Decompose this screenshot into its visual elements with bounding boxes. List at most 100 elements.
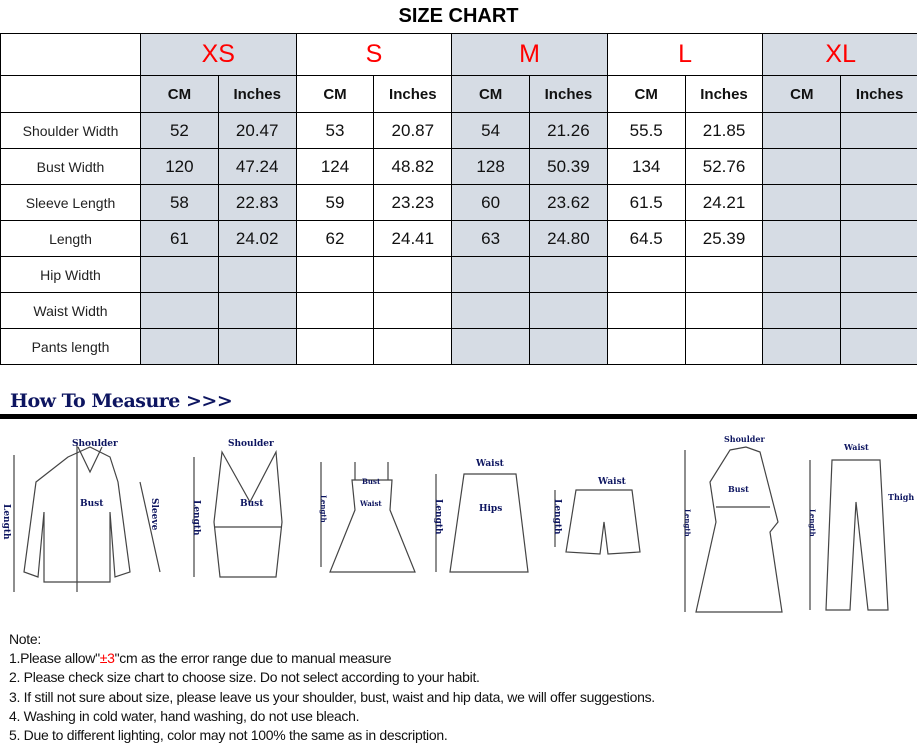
value-cell: 20.87 (373, 112, 453, 149)
value-cell (840, 256, 917, 293)
value-cell: 21.26 (529, 112, 608, 149)
size-header-m: M (451, 33, 608, 76)
value-cell (295, 328, 375, 365)
value-cell (684, 292, 764, 329)
notes: Note: 1.Please allow"±3"cm as the error … (9, 630, 655, 745)
note-5: 5. Due to different lighting, color may … (9, 727, 448, 744)
unit-inches: Inches (840, 75, 917, 113)
table-row: Bust Width 120 47.24 124 48.82 128 50.39 134 52.… (0, 148, 917, 185)
label-sleeve: Sleeve (149, 498, 159, 531)
value-cell (373, 292, 453, 329)
label-waist: Waist (359, 499, 382, 508)
value-cell (762, 112, 842, 149)
value-cell (140, 328, 219, 365)
value-cell (762, 148, 842, 185)
size-header-xs: XS (140, 33, 297, 76)
value-cell: 55.5 (606, 112, 686, 149)
value-cell (529, 328, 608, 365)
size-header-xl: XL (762, 33, 917, 76)
label-bust: Bust (728, 484, 749, 494)
label-shoulder: Shoulder (72, 439, 118, 449)
table-row: Shoulder Width 52 20.47 53 20.87 54 21.26 55.5 2… (0, 112, 917, 149)
label-bust: Bust (240, 499, 264, 509)
measurement-illustrations: Shoulder Bust Length Sleeve Shoulder Bus… (1, 434, 914, 613)
tank-illustration (193, 449, 283, 578)
value-cell (217, 256, 297, 293)
value-cell (451, 328, 530, 365)
skirt-illustration (435, 473, 529, 573)
row-label: Pants length (0, 328, 141, 365)
blouse-illustration (13, 442, 161, 592)
value-cell: 61 (140, 220, 219, 257)
note-3: 3. If still not sure about size, please … (9, 688, 655, 705)
how-to-measure-heading: How To Measure >>> (10, 390, 233, 412)
value-cell (840, 292, 917, 329)
table-row: Pants length (0, 328, 917, 365)
value-cell (140, 256, 219, 293)
value-cell (217, 328, 297, 365)
dress-illustration (320, 462, 416, 573)
value-cell: 50.39 (529, 148, 608, 185)
label-length: Length (552, 499, 562, 535)
label-waist: Waist (597, 477, 627, 487)
size-header-l: L (606, 33, 764, 76)
value-cell: 54 (451, 112, 530, 149)
value-cell (606, 256, 686, 293)
value-cell: 24.80 (529, 220, 608, 257)
notes-heading: Note: (9, 631, 41, 647)
value-cell (840, 148, 917, 185)
value-cell (840, 112, 917, 149)
label-shoulder: Shoulder (228, 439, 274, 449)
value-cell (684, 256, 764, 293)
divider (0, 414, 917, 419)
note-1-text: 1.Please allow" (9, 650, 100, 667)
label-length: Length (683, 509, 692, 537)
value-cell: 24.41 (373, 220, 453, 257)
row-label: Waist Width (0, 292, 141, 329)
value-cell: 52 (140, 112, 219, 149)
value-cell: 128 (451, 148, 530, 185)
value-cell: 53 (295, 112, 375, 149)
value-cell: 23.62 (529, 184, 608, 221)
value-cell (295, 256, 375, 293)
unit-cm: CM (762, 75, 842, 113)
label-bust: Bust (80, 499, 104, 509)
value-cell: 21.85 (684, 112, 764, 149)
value-cell: 134 (606, 148, 686, 185)
value-cell (762, 184, 842, 221)
value-cell: 59 (295, 184, 375, 221)
row-label: Length (0, 220, 141, 257)
value-cell (217, 292, 297, 329)
unit-cm: CM (606, 75, 686, 113)
label-length: Length (1, 504, 11, 540)
unit-inches: Inches (529, 75, 608, 113)
value-cell (840, 220, 917, 257)
pants-illustration (809, 459, 889, 611)
value-cell (606, 292, 686, 329)
label-bust: Bust (362, 477, 381, 486)
value-cell (295, 292, 375, 329)
row-label: Sleeve Length (0, 184, 141, 221)
label-thigh: Thigh (888, 492, 914, 502)
note-2: 2. Please check size chart to choose siz… (9, 669, 480, 686)
value-cell: 120 (140, 148, 219, 185)
table-row: Length 61 24.02 62 24.41 63 24.80 64.5 25.39 (0, 220, 917, 257)
value-cell: 20.47 (217, 112, 297, 149)
size-table: XS S M L XL CM Inches CM Inches CM Inches CM Inches C… (0, 33, 917, 365)
coat-illustration (684, 446, 783, 613)
label-shoulder: Shoulder (724, 434, 765, 444)
corner-cell (0, 75, 141, 113)
unit-cm: CM (140, 75, 219, 113)
value-cell (762, 328, 842, 365)
value-cell (373, 256, 453, 293)
value-cell: 23.23 (373, 184, 453, 221)
value-cell (606, 328, 686, 365)
value-cell (762, 292, 842, 329)
table-row: Sleeve Length 58 22.83 59 23.23 60 23.62 61.5 24… (0, 184, 917, 221)
label-length: Length (433, 499, 443, 535)
value-cell (529, 256, 608, 293)
unit-cm: CM (451, 75, 530, 113)
note-1-tolerance: ±3 (99, 650, 115, 667)
row-label: Bust Width (0, 148, 141, 185)
label-hips: Hips (479, 504, 502, 514)
